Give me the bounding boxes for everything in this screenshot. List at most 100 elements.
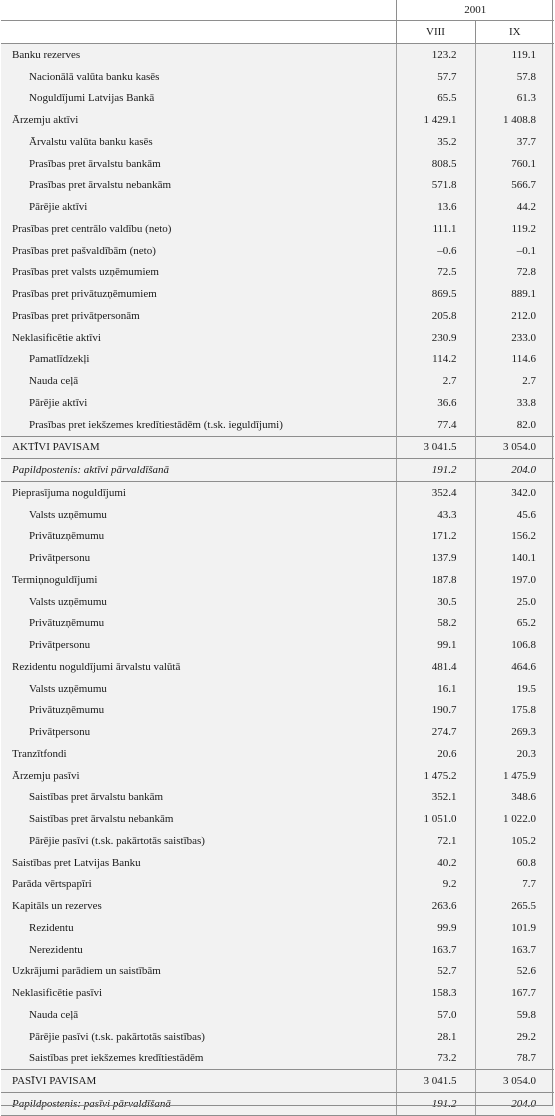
row-label: Neklasificētie aktīvi bbox=[1, 326, 396, 349]
row-label: Nauda ceļā bbox=[1, 370, 396, 392]
value-aug: 20.6 bbox=[395, 743, 475, 765]
value-aug: 869.5 bbox=[395, 283, 475, 305]
value-sep: 3 054.0 bbox=[474, 1069, 554, 1093]
table-row: Nauda ceļā 2.7 2.7 bbox=[1, 370, 554, 392]
value-sep: 3 054.0 bbox=[474, 435, 554, 460]
row-label: Privātpersonu bbox=[1, 634, 396, 656]
value-aug: 191.2 bbox=[395, 1092, 475, 1116]
value-aug: 35.2 bbox=[395, 131, 475, 153]
table-row: Parāda vērtspapīri 9.2 7.7 bbox=[1, 873, 554, 896]
value-aug: 72.1 bbox=[395, 830, 475, 852]
row-label: Pieprasījuma noguldījumi bbox=[1, 481, 396, 504]
row-label: Saistības pret Latvijas Banku bbox=[1, 851, 396, 874]
value-sep: 1 408.8 bbox=[474, 109, 554, 131]
value-sep: 163.7 bbox=[474, 938, 554, 961]
value-sep: 2.7 bbox=[474, 370, 554, 392]
row-label: Prasības pret iekšzemes kredītiestādēm (… bbox=[1, 413, 396, 436]
value-sep: 72.8 bbox=[474, 261, 554, 284]
value-sep: 167.7 bbox=[474, 982, 554, 1004]
value-sep: 233.0 bbox=[474, 326, 554, 349]
table-row: Tranzītfondi 20.6 20.3 bbox=[1, 743, 554, 765]
value-sep: 101.9 bbox=[474, 917, 554, 939]
value-aug: 73.2 bbox=[395, 1047, 475, 1070]
row-label: Privātuzņēmumu bbox=[1, 699, 396, 722]
header-year-row: 2001 bbox=[1, 0, 554, 21]
value-aug: 99.1 bbox=[395, 634, 475, 656]
value-sep: 82.0 bbox=[474, 413, 554, 436]
row-label: Prasības pret pašvaldībām (neto) bbox=[1, 239, 396, 262]
table-row: Pārējie aktīvi 13.6 44.2 bbox=[1, 196, 554, 218]
table-row: Privātpersonu 274.7 269.3 bbox=[1, 721, 554, 743]
value-aug: 72.5 bbox=[395, 261, 475, 284]
table-row: Pārējie pasīvi (t.sk. pakārtotās saistīb… bbox=[1, 1025, 554, 1048]
table-row: Pamatlīdzekļi 114.2 114.6 bbox=[1, 348, 554, 371]
table-row: Ārzemju pasīvi 1 475.2 1 475.9 bbox=[1, 764, 554, 787]
value-sep: 156.2 bbox=[474, 525, 554, 548]
table-row: Prasības pret pašvaldībām (neto) –0.6 –0.1 bbox=[1, 239, 554, 262]
row-label: Kapitāls un rezerves bbox=[1, 895, 396, 917]
value-sep: 65.2 bbox=[474, 612, 554, 635]
value-sep: 464.6 bbox=[474, 656, 554, 678]
table-row: Prasības pret privātpersonām 205.8 212.0 bbox=[1, 305, 554, 327]
value-aug: 205.8 bbox=[395, 305, 475, 327]
value-aug: 77.4 bbox=[395, 413, 475, 436]
value-sep: 57.8 bbox=[474, 65, 554, 88]
row-label: Parāda vērtspapīri bbox=[1, 873, 396, 896]
value-aug: 65.5 bbox=[395, 87, 475, 110]
value-sep: 44.2 bbox=[474, 196, 554, 218]
value-aug: 99.9 bbox=[395, 917, 475, 939]
value-sep: 33.8 bbox=[474, 392, 554, 414]
table-row: Saistības pret ārvalstu nebankām 1 051.0 1… bbox=[1, 808, 554, 830]
row-label: Prasības pret ārvalstu bankām bbox=[1, 152, 396, 175]
table-row: Nacionālā valūta banku kasēs 57.7 57.8 bbox=[1, 65, 554, 88]
table-row: Valsts uzņēmumu 16.1 19.5 bbox=[1, 677, 554, 700]
row-label: PASĪVI PAVISAM bbox=[1, 1069, 396, 1093]
table-row: Neklasificētie pasīvi 158.3 167.7 bbox=[1, 982, 554, 1004]
table-row: Neklasificētie aktīvi 230.9 233.0 bbox=[1, 326, 554, 349]
table-row: Nauda ceļā 57.0 59.8 bbox=[1, 1004, 554, 1026]
value-sep: 45.6 bbox=[474, 503, 554, 526]
value-aug: 191.2 bbox=[395, 458, 475, 482]
value-aug: 137.9 bbox=[395, 547, 475, 569]
value-sep: 119.2 bbox=[474, 218, 554, 240]
row-label: Nacionālā valūta banku kasēs bbox=[1, 65, 396, 88]
row-label: Privātuzņēmumu bbox=[1, 525, 396, 548]
row-label: Nauda ceļā bbox=[1, 1004, 396, 1026]
value-aug: 3 041.5 bbox=[395, 435, 475, 460]
value-aug: 808.5 bbox=[395, 152, 475, 175]
header-month-row: VIII IX bbox=[1, 20, 554, 44]
value-aug: 481.4 bbox=[395, 656, 475, 678]
table-row: Prasības pret ārvalstu nebankām 571.8 566.… bbox=[1, 174, 554, 197]
table-row: Privātuzņēmumu 58.2 65.2 bbox=[1, 612, 554, 635]
value-sep: 760.1 bbox=[474, 152, 554, 175]
row-label: Ārzemju aktīvi bbox=[1, 109, 396, 131]
row-label: Rezidentu bbox=[1, 917, 396, 939]
value-sep: 265.5 bbox=[474, 895, 554, 917]
row-label: Banku rezerves bbox=[1, 43, 396, 66]
value-sep: 348.6 bbox=[474, 786, 554, 809]
value-aug: 57.7 bbox=[395, 65, 475, 88]
row-label: Pamatlīdzekļi bbox=[1, 348, 396, 371]
value-aug: –0.6 bbox=[395, 239, 475, 262]
value-aug: 114.2 bbox=[395, 348, 475, 371]
table-row: Uzkrājumi parādiem un saistībām 52.7 52.6 bbox=[1, 960, 554, 983]
value-sep: 52.6 bbox=[474, 960, 554, 983]
value-aug: 57.0 bbox=[395, 1004, 475, 1026]
value-aug: 352.4 bbox=[395, 481, 475, 504]
value-sep: 25.0 bbox=[474, 590, 554, 613]
value-sep: 29.2 bbox=[474, 1025, 554, 1048]
value-sep: 61.3 bbox=[474, 87, 554, 110]
value-sep: 197.0 bbox=[474, 569, 554, 591]
row-label: Prasības pret privātuzņēmumiem bbox=[1, 283, 396, 305]
table-row: Prasības pret privātuzņēmumiem 869.5 889.1 bbox=[1, 283, 554, 305]
row-label: Valsts uzņēmumu bbox=[1, 590, 396, 613]
row-label: Pārējie pasīvi (t.sk. pakārtotās saistīb… bbox=[1, 1025, 396, 1048]
value-aug: 158.3 bbox=[395, 982, 475, 1004]
month-header-sep: IX bbox=[474, 20, 554, 44]
value-aug: 2.7 bbox=[395, 370, 475, 392]
row-label: Rezidentu noguldījumi ārvalstu valūtā bbox=[1, 656, 396, 678]
value-aug: 171.2 bbox=[395, 525, 475, 548]
month-header-aug: VIII bbox=[395, 20, 475, 44]
header-blank-cell bbox=[1, 0, 396, 21]
